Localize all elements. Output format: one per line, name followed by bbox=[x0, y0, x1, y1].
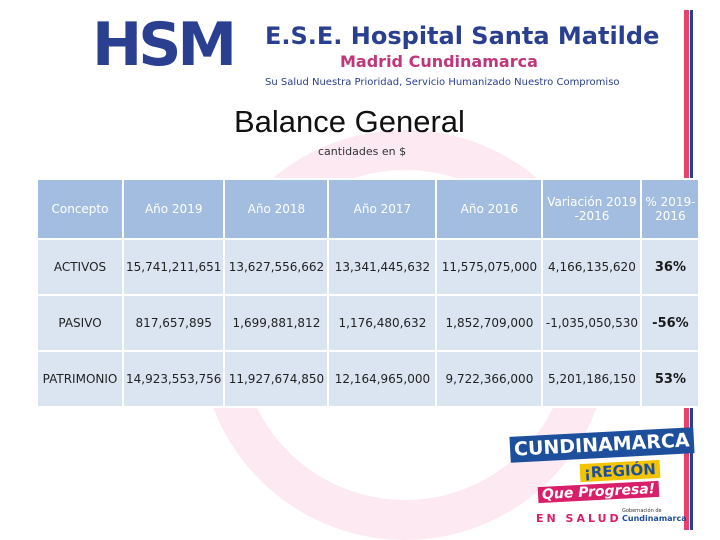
table-cell: 9,722,366,000 bbox=[435, 350, 544, 408]
table-row: PATRIMONIO 14,923,553,756 11,927,674,850 12… bbox=[36, 350, 701, 408]
table-cell: Año 2017 bbox=[327, 178, 438, 240]
table-cell: 13,627,556,662 bbox=[223, 238, 330, 296]
table-cell: PATRIMONIO bbox=[36, 350, 124, 408]
table-cell: Concepto bbox=[36, 178, 124, 240]
hospital-name: E.S.E. Hospital Santa Matilde bbox=[265, 22, 660, 50]
logo-name: CUNDINAMARCA bbox=[509, 427, 695, 463]
table-cell: ACTIVOS bbox=[36, 238, 124, 296]
table-cell: Año 2016 bbox=[435, 178, 544, 240]
table-cell: Año 2019 bbox=[121, 178, 226, 240]
table-row: ACTIVOS 15,741,211,651 13,627,556,662 13,34… bbox=[36, 238, 701, 296]
table-row: PASIVO 817,657,895 1,699,881,812 1,176,480,… bbox=[36, 294, 701, 352]
table-cell: 5,201,186,150 bbox=[541, 350, 643, 408]
table-cell: 1,176,480,632 bbox=[327, 294, 438, 352]
table-cell: 14,923,553,756 bbox=[121, 350, 226, 408]
table-cell: Año 2018 bbox=[223, 178, 330, 240]
table-cell: 817,657,895 bbox=[121, 294, 226, 352]
table-cell: 53% bbox=[640, 350, 701, 408]
logo-tagline: Que Progresa! bbox=[537, 480, 660, 504]
table-cell: 1,852,709,000 bbox=[435, 294, 544, 352]
logo: HSM bbox=[92, 10, 237, 80]
table-cell: 36% bbox=[640, 238, 701, 296]
subtitle: cantidades en $ bbox=[318, 145, 407, 158]
table-cell: -1,035,050,530 bbox=[541, 294, 643, 352]
logo-region: ¡REGIÓN bbox=[579, 459, 661, 483]
table-cell: 11,575,075,000 bbox=[435, 238, 544, 296]
logo-gov: Gobernación de bbox=[622, 508, 662, 514]
table-cell: % 2019-2016 bbox=[640, 178, 701, 240]
footer-logo: CUNDINAMARCA ¡REGIÓN Que Progresa! EN SA… bbox=[509, 427, 695, 532]
hospital-location: Madrid Cundinamarca bbox=[340, 52, 538, 71]
table-cell: -56% bbox=[640, 294, 701, 352]
table-row: Concepto Año 2019 Año 2018 Año 2017 Año 2016… bbox=[36, 178, 701, 240]
table-cell: 4,166,135,620 bbox=[541, 238, 643, 296]
table-cell: 11,927,674,850 bbox=[223, 350, 330, 408]
table-cell: 15,741,211,651 bbox=[121, 238, 226, 296]
logo-sector: EN SALUD bbox=[536, 512, 622, 525]
table-cell: 1,699,881,812 bbox=[223, 294, 330, 352]
balance-table: Concepto Año 2019 Año 2018 Año 2017 Año 2016… bbox=[36, 178, 701, 408]
slogan: Su Salud Nuestra Prioridad, Servicio Hum… bbox=[265, 77, 620, 88]
logo-gov-name: Cundinamarca bbox=[622, 514, 687, 523]
table-cell: 12,164,965,000 bbox=[327, 350, 438, 408]
table-cell: 13,341,445,632 bbox=[327, 238, 438, 296]
table-cell: Variación 2019 -2016 bbox=[541, 178, 643, 240]
table-cell: PASIVO bbox=[36, 294, 124, 352]
title: Balance General bbox=[234, 104, 465, 139]
